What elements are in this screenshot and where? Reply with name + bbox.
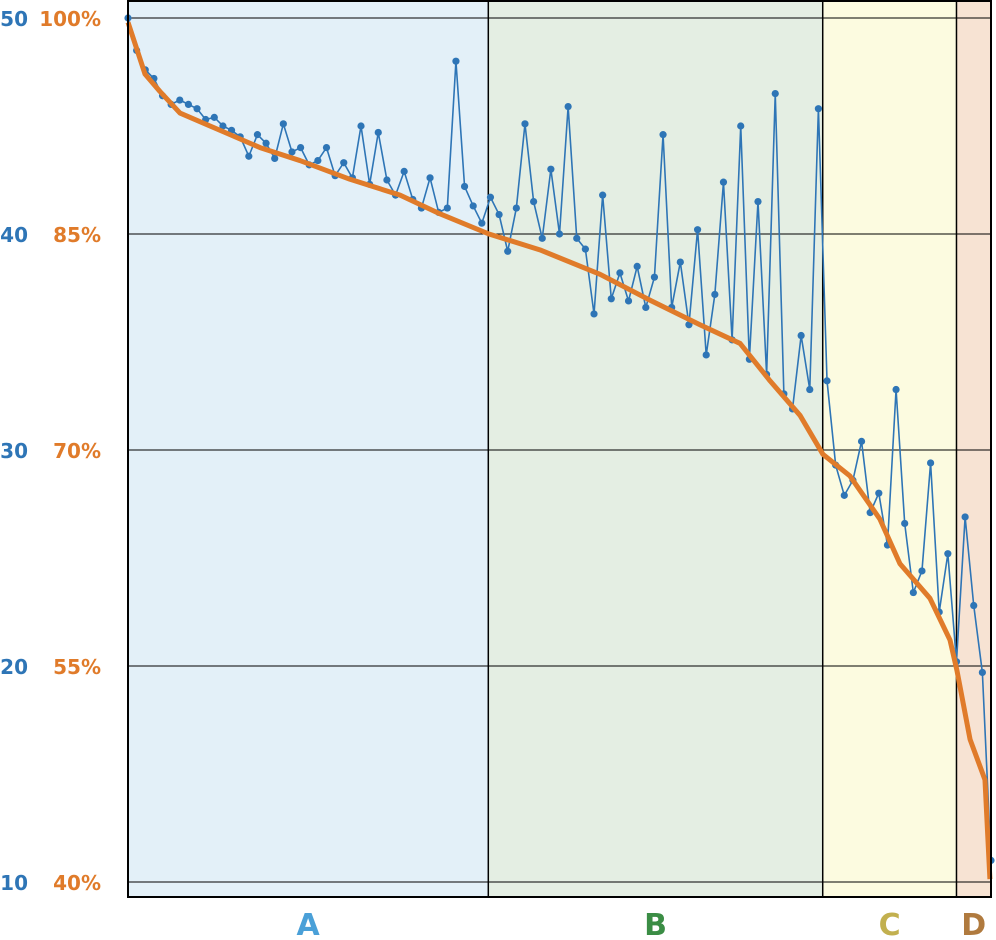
data-point bbox=[970, 601, 978, 610]
data-point bbox=[452, 57, 460, 65]
data-point bbox=[581, 245, 589, 253]
region-c bbox=[822, 1, 957, 897]
data-point bbox=[702, 351, 710, 359]
data-point bbox=[607, 295, 615, 303]
data-point bbox=[245, 152, 253, 160]
data-point bbox=[486, 193, 495, 201]
data-point bbox=[262, 139, 270, 147]
y-axis-left: 50 40 30 20 10 bbox=[0, 7, 28, 895]
data-point bbox=[771, 90, 779, 98]
region-a bbox=[128, 1, 489, 897]
data-point bbox=[918, 567, 926, 575]
region-labels: A B C D bbox=[297, 908, 987, 940]
y-tick-label: 40 bbox=[0, 223, 28, 247]
data-point bbox=[650, 273, 659, 281]
y-axis-right: 100% 85% 70% 55% 40% bbox=[39, 7, 101, 895]
region-label-c: C bbox=[879, 908, 901, 940]
data-point bbox=[806, 385, 814, 394]
data-point bbox=[590, 310, 598, 318]
data-point bbox=[875, 489, 883, 497]
region-label-a: A bbox=[297, 908, 321, 940]
data-point bbox=[633, 262, 641, 270]
data-point bbox=[737, 122, 745, 130]
data-point bbox=[478, 219, 486, 227]
data-point bbox=[892, 385, 900, 394]
region-b bbox=[488, 1, 823, 897]
y-tick-label: 10 bbox=[0, 871, 28, 895]
data-point bbox=[253, 131, 262, 139]
data-point bbox=[521, 120, 529, 128]
data-point bbox=[443, 204, 451, 212]
data-point bbox=[288, 148, 296, 156]
data-point bbox=[711, 290, 719, 299]
data-point bbox=[719, 178, 728, 186]
y-tick-label: 30 bbox=[0, 439, 28, 463]
data-point bbox=[400, 167, 408, 175]
data-point bbox=[961, 513, 969, 521]
data-point bbox=[512, 204, 520, 212]
data-point bbox=[926, 459, 935, 467]
data-point bbox=[547, 165, 555, 173]
data-point bbox=[538, 234, 546, 242]
data-point bbox=[426, 174, 434, 182]
data-point bbox=[210, 113, 218, 121]
series-cumulative-percent bbox=[125, 21, 993, 880]
data-point bbox=[340, 159, 348, 167]
data-point bbox=[599, 191, 607, 199]
data-point bbox=[901, 519, 909, 528]
data-point bbox=[555, 230, 564, 238]
y2-tick-label: 40% bbox=[53, 871, 101, 895]
data-point bbox=[909, 588, 917, 597]
plot-frame bbox=[127, 0, 992, 898]
data-point bbox=[176, 96, 184, 104]
y2-tick-label: 70% bbox=[53, 439, 101, 463]
data-point bbox=[944, 550, 952, 558]
y2-tick-label: 55% bbox=[53, 655, 101, 679]
data-point bbox=[184, 100, 193, 108]
data-point bbox=[504, 247, 512, 255]
data-point bbox=[297, 144, 305, 152]
data-point bbox=[193, 105, 201, 113]
y2-tick-label: 85% bbox=[53, 223, 101, 247]
data-point bbox=[676, 258, 684, 266]
data-point bbox=[754, 198, 762, 206]
data-point bbox=[797, 331, 805, 340]
data-point bbox=[693, 226, 702, 234]
data-point bbox=[978, 668, 986, 677]
data-point bbox=[495, 210, 503, 219]
data-point bbox=[564, 102, 572, 111]
data-point bbox=[659, 131, 667, 139]
data-point bbox=[840, 491, 848, 499]
data-point bbox=[823, 377, 831, 385]
data-point bbox=[460, 182, 469, 191]
data-point bbox=[271, 154, 279, 162]
data-point bbox=[642, 303, 650, 312]
data-point bbox=[616, 269, 624, 277]
data-point bbox=[279, 120, 287, 128]
regions bbox=[128, 1, 991, 897]
data-point bbox=[322, 144, 331, 152]
y-tick-label: 50 bbox=[0, 7, 28, 31]
region-dividers bbox=[487, 1, 958, 897]
data-point bbox=[469, 202, 477, 210]
data-point bbox=[374, 128, 382, 137]
data-point bbox=[357, 122, 365, 130]
data-point bbox=[814, 105, 823, 113]
data-point bbox=[857, 437, 866, 445]
data-point bbox=[624, 297, 633, 305]
series-cumulative-line bbox=[125, 21, 993, 880]
region-label-d: D bbox=[961, 908, 986, 940]
data-point bbox=[573, 234, 581, 242]
region-label-b: B bbox=[644, 908, 667, 940]
data-point bbox=[530, 198, 538, 206]
y-tick-label: 20 bbox=[0, 655, 28, 679]
data-point bbox=[383, 176, 391, 184]
y2-tick-label: 100% bbox=[39, 7, 101, 31]
data-point bbox=[219, 122, 227, 130]
data-point bbox=[314, 156, 322, 165]
